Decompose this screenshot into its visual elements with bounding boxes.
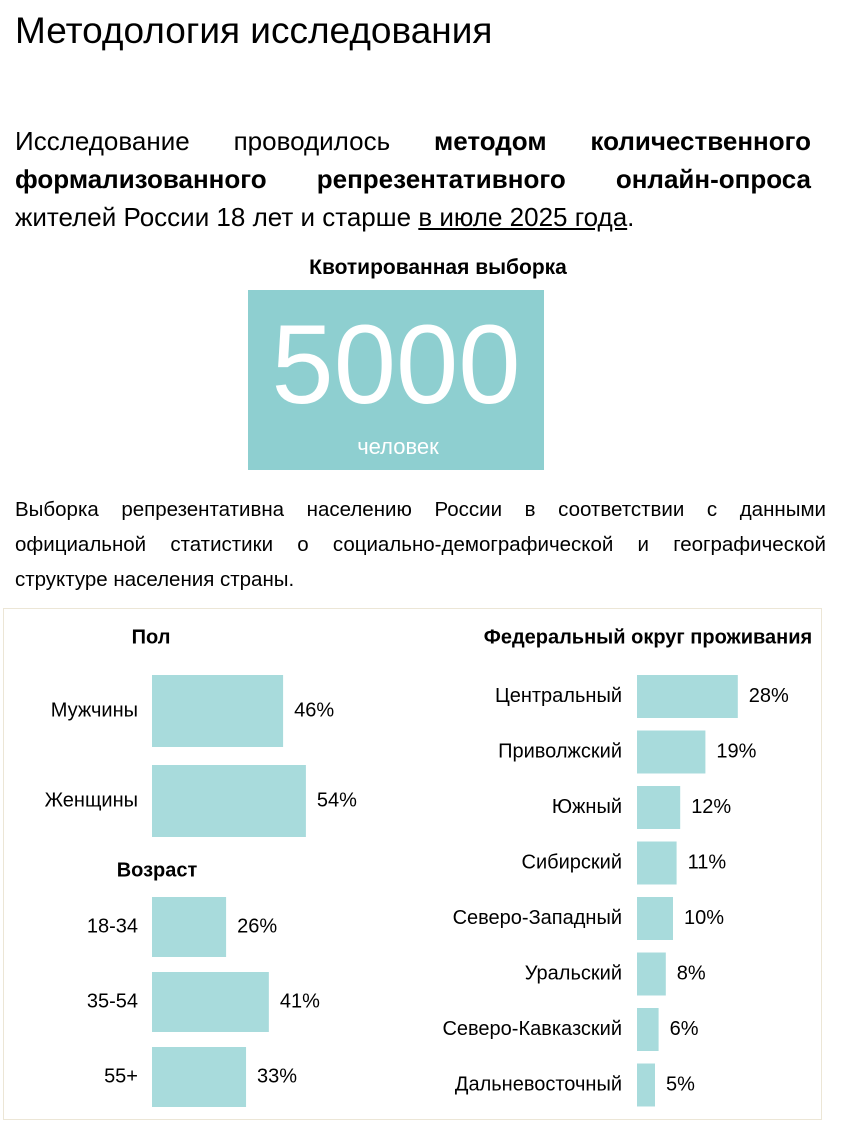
sample-title: Квотированная выборка bbox=[309, 256, 567, 279]
category-label: Южный bbox=[552, 796, 622, 818]
page-title: Методология исследования bbox=[15, 10, 493, 51]
value-label: 11% bbox=[688, 851, 727, 873]
value-label: 46% bbox=[294, 699, 334, 721]
value-label: 12% bbox=[691, 796, 731, 818]
intro-underline: в июле 2025 года bbox=[418, 202, 628, 232]
category-label: Приволжский bbox=[498, 740, 622, 762]
value-label: 19% bbox=[716, 740, 756, 762]
category-label: Мужчины bbox=[51, 699, 138, 721]
intro-text: Исследование проводилось bbox=[15, 126, 434, 156]
category-label: Сибирский bbox=[522, 851, 622, 873]
bar bbox=[637, 897, 673, 940]
sample-unit: человек bbox=[357, 434, 439, 459]
category-label: Уральский bbox=[525, 962, 622, 984]
bar bbox=[637, 952, 666, 996]
category-label: 35-54 bbox=[87, 990, 138, 1012]
sample-box: 5000 человек bbox=[248, 290, 544, 470]
bar bbox=[152, 897, 227, 957]
value-label: 28% bbox=[749, 685, 789, 707]
value-label: 54% bbox=[317, 789, 357, 811]
intro-text: жителей России 18 лет и старше bbox=[15, 202, 419, 232]
category-label: Северо-Кавказский bbox=[442, 1018, 622, 1040]
bar bbox=[152, 765, 306, 837]
value-label: 33% bbox=[257, 1065, 297, 1087]
intro-text: . bbox=[627, 202, 635, 232]
bar bbox=[152, 675, 284, 747]
chart-title: Федеральный округ проживания bbox=[484, 626, 812, 648]
bar bbox=[637, 730, 706, 774]
intro: Исследование проводилось методом количес… bbox=[15, 122, 811, 236]
chart-title: Возраст bbox=[117, 859, 198, 881]
value-label: 8% bbox=[677, 962, 706, 984]
intro-bold: методом количественного формализованного… bbox=[15, 126, 811, 194]
category-label: Центральный bbox=[495, 685, 622, 707]
description: Выборка репрезентативна населению России… bbox=[15, 498, 826, 591]
category-label: Дальневосточный bbox=[455, 1073, 622, 1095]
category-label: 18-34 bbox=[87, 915, 138, 937]
category-label: 55+ bbox=[104, 1065, 138, 1087]
sample-size: 5000 bbox=[271, 302, 521, 427]
category-label: Женщины bbox=[45, 789, 138, 811]
bar bbox=[637, 786, 681, 829]
bar bbox=[637, 675, 738, 718]
value-label: 5% bbox=[666, 1073, 695, 1095]
value-label: 41% bbox=[280, 990, 320, 1012]
value-label: 6% bbox=[670, 1018, 699, 1040]
value-label: 10% bbox=[684, 907, 724, 929]
bar bbox=[637, 1008, 659, 1051]
category-label: Северо-Западный bbox=[453, 907, 622, 929]
chart-panel bbox=[3, 608, 822, 1120]
bar bbox=[637, 841, 677, 885]
value-label: 26% bbox=[237, 915, 277, 937]
bar bbox=[152, 972, 269, 1032]
bar bbox=[637, 1063, 655, 1107]
chart-title: Пол bbox=[132, 626, 171, 648]
bar bbox=[152, 1047, 247, 1107]
